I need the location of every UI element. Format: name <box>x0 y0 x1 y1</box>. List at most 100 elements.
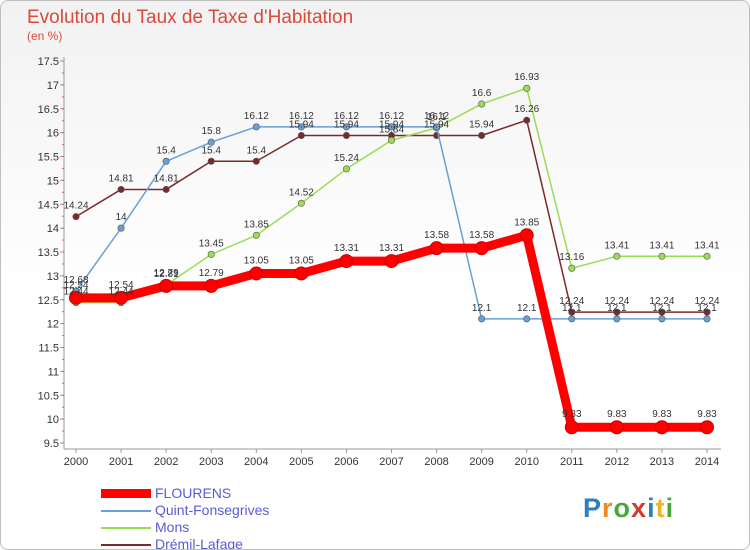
x-tick-label: 2006 <box>334 456 358 468</box>
data-point-flourens <box>69 290 83 305</box>
y-tick-label: 15.5 <box>38 152 59 164</box>
data-label-quint-fonsegrives: 15.8 <box>201 126 221 137</box>
data-label-flourens: 13.58 <box>424 230 449 241</box>
y-tick-label: 10.5 <box>38 390 59 402</box>
y-tick-label: 14.5 <box>38 199 59 211</box>
y-tick-label: 12.5 <box>38 295 59 307</box>
data-label-dr-mil-lafage: 16.26 <box>514 104 539 115</box>
data-label-flourens: 13.31 <box>334 243 359 254</box>
data-point-flourens <box>159 278 174 293</box>
data-label-mons: 16.1 <box>427 112 447 123</box>
data-point-flourens <box>204 278 219 293</box>
legend-label-quint-fonsegrives: Quint-Fonsegrives <box>155 502 270 518</box>
y-tick-label: 16 <box>47 128 59 140</box>
data-label-mons: 16.6 <box>472 88 492 99</box>
data-label-mons: 13.85 <box>244 219 269 230</box>
data-label-quint-fonsegrives: 16.12 <box>244 111 269 122</box>
data-label-mons: 13.45 <box>199 238 224 249</box>
data-label-quint-fonsegrives: 16.12 <box>334 111 359 122</box>
data-label-dr-mil-lafage: 12.24 <box>694 296 719 307</box>
data-point-quint-fonsegrives <box>117 224 125 232</box>
data-label-quint-fonsegrives: 15.4 <box>156 145 176 156</box>
data-point-quint-fonsegrives <box>297 123 305 131</box>
data-label-mons: 15.24 <box>334 153 359 164</box>
x-tick-label: 2013 <box>650 456 674 468</box>
y-tick-label: 11.5 <box>38 343 59 355</box>
data-label-flourens: 9.83 <box>607 409 627 420</box>
data-label-dr-mil-lafage: 15.94 <box>379 119 404 130</box>
data-point-quint-fonsegrives <box>613 315 621 323</box>
data-point-quint-fonsegrives <box>478 315 486 323</box>
data-label-quint-fonsegrives: 12.1 <box>472 303 492 314</box>
x-tick-label: 2009 <box>469 456 493 468</box>
data-label-flourens: 9.83 <box>562 409 582 420</box>
x-tick-label: 2000 <box>64 456 88 468</box>
data-point-dr-mil-lafage <box>72 213 80 221</box>
data-label-quint-fonsegrives: 16.12 <box>289 111 314 122</box>
data-point-quint-fonsegrives <box>342 123 350 131</box>
data-label-dr-mil-lafage: 14.81 <box>154 173 179 184</box>
data-point-quint-fonsegrives <box>658 315 666 323</box>
y-tick-label: 17 <box>47 80 59 92</box>
x-tick-label: 2012 <box>605 456 629 468</box>
data-point-dr-mil-lafage <box>252 157 260 165</box>
data-point-quint-fonsegrives <box>252 123 260 131</box>
data-label-flourens: 12.54 <box>109 280 134 291</box>
data-point-dr-mil-lafage <box>117 185 125 193</box>
x-tick-label: 2003 <box>199 456 223 468</box>
data-label-dr-mil-lafage: 14.24 <box>63 201 88 212</box>
data-label-mons: 13.41 <box>604 240 629 251</box>
data-point-dr-mil-lafage <box>297 131 305 139</box>
x-tick-label: 2002 <box>154 456 178 468</box>
data-label-mons: 12.44 <box>63 287 88 298</box>
data-point-dr-mil-lafage <box>478 131 486 139</box>
data-label-flourens: 12.79 <box>199 268 224 279</box>
chart-subtitle: (en %) <box>27 29 63 43</box>
x-tick-label: 2011 <box>560 456 584 468</box>
data-label-quint-fonsegrives: 16.12 <box>379 111 404 122</box>
data-point-quint-fonsegrives <box>433 123 441 131</box>
data-label-dr-mil-lafage: 15.94 <box>289 119 314 130</box>
data-point-flourens <box>339 254 354 269</box>
data-label-quint-fonsegrives: 12.1 <box>697 303 717 314</box>
x-tick-label: 2010 <box>514 456 538 468</box>
data-point-quint-fonsegrives <box>162 157 170 165</box>
data-point-dr-mil-lafage <box>207 157 215 165</box>
data-label-dr-mil-lafage: 15.94 <box>424 119 449 130</box>
data-point-mons <box>478 100 486 108</box>
legend-swatch-dremil-lafage <box>101 544 151 546</box>
data-point-quint-fonsegrives <box>703 315 711 323</box>
x-tick-label: 2001 <box>109 456 133 468</box>
y-tick-label: 13.5 <box>38 247 59 259</box>
data-point-flourens <box>249 266 264 281</box>
data-point-flourens <box>609 420 624 435</box>
data-label-mons: 13.41 <box>649 240 674 251</box>
data-label-mons: 16.93 <box>514 72 539 83</box>
y-tick-label: 14 <box>47 223 59 235</box>
legend-label-flourens: FLOURENS <box>155 485 232 501</box>
data-label-quint-fonsegrives: 12.1 <box>652 303 672 314</box>
proxiti-logo: Proxiti <box>583 493 675 523</box>
data-label-dr-mil-lafage: 12.24 <box>649 296 674 307</box>
legend-swatch-quint-fonsegrives <box>101 510 151 512</box>
data-point-flourens <box>384 254 399 269</box>
data-label-flourens: 13.85 <box>514 217 539 228</box>
data-point-flourens <box>564 420 579 435</box>
y-tick-label: 9.5 <box>44 438 59 450</box>
data-point-dr-mil-lafage <box>342 131 350 139</box>
data-label-dr-mil-lafage: 15.4 <box>247 145 267 156</box>
data-point-flourens <box>474 241 489 256</box>
x-tick-label: 2014 <box>695 456 719 468</box>
data-point-mons <box>658 252 666 260</box>
labels-layer: 12.54 12.54 12.79 12.79 13.05 13.05 13.31 13.31… <box>63 72 719 420</box>
data-point-mons <box>207 250 215 258</box>
data-label-mons: 12.81 <box>154 269 179 280</box>
data-label-dr-mil-lafage: 15.94 <box>469 119 494 130</box>
data-point-mons <box>342 165 350 173</box>
legend-swatch-flourens <box>101 489 151 498</box>
data-label-flourens: 12.79 <box>154 268 179 279</box>
y-tick-label: 13 <box>47 271 59 283</box>
data-point-mons <box>703 252 711 260</box>
